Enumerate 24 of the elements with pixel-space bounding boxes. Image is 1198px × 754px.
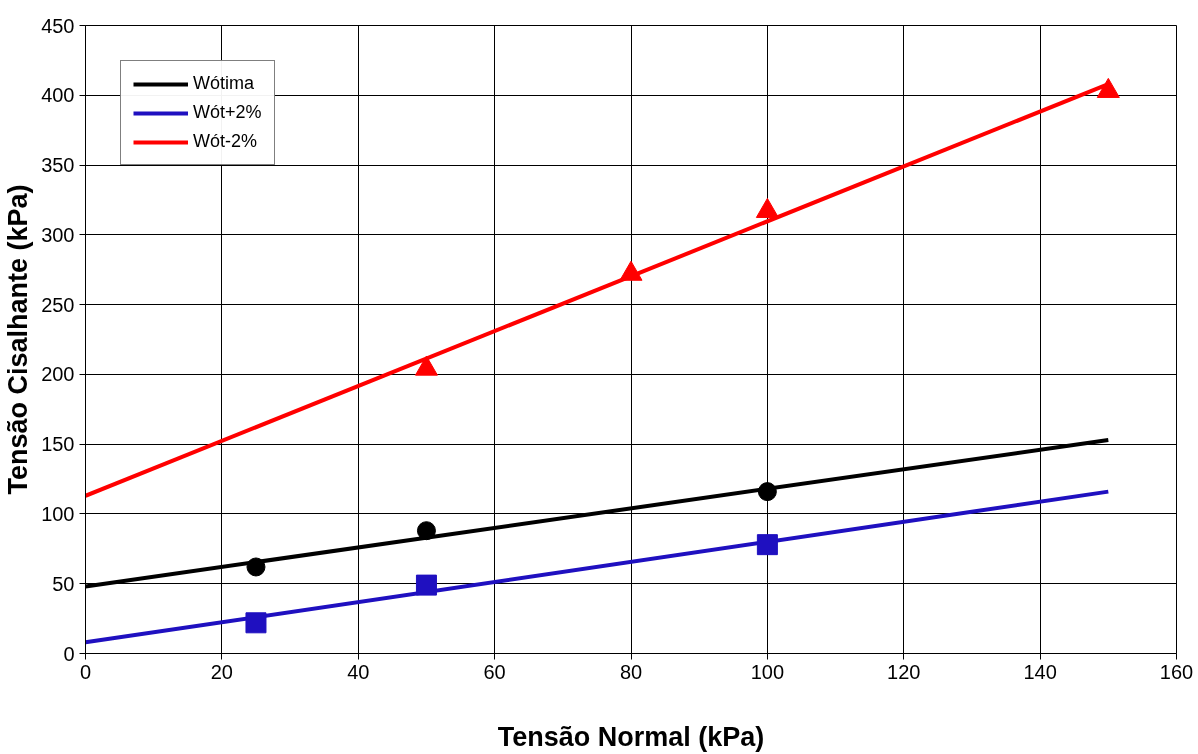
y-tick-label: 300 <box>41 223 75 246</box>
y-tick-label: 200 <box>41 363 75 386</box>
y-axis-title: Tensão Cisalhante (kPa) <box>3 184 34 495</box>
x-tick-label: 80 <box>619 660 643 683</box>
x-tick-label: 140 <box>1023 660 1057 683</box>
legend-label: Wótima <box>193 73 255 94</box>
x-tick-label: 60 <box>483 660 506 683</box>
y-tick-label: 400 <box>41 84 75 107</box>
legend-label: Wót-2% <box>193 131 258 152</box>
y-tick-label: 50 <box>52 572 75 595</box>
x-tick-label: 100 <box>750 660 785 683</box>
x-tick-label: 0 <box>79 660 92 683</box>
x-tick-label: 120 <box>887 660 921 683</box>
x-tick-label: 40 <box>347 660 370 683</box>
x-tick-label: 20 <box>210 660 233 683</box>
y-tick-label: 350 <box>41 154 75 177</box>
y-tick-label: 250 <box>41 293 75 316</box>
y-tick-label: 150 <box>41 433 75 456</box>
x-axis-title: Tensão Normal (kPa) <box>497 721 765 752</box>
x-tick-label: 160 <box>1159 660 1194 683</box>
legend-label: Wót+2% <box>193 102 262 123</box>
y-tick-label: 450 <box>41 14 75 37</box>
y-tick-label: 100 <box>41 502 75 525</box>
y-tick-label: 0 <box>63 642 75 665</box>
